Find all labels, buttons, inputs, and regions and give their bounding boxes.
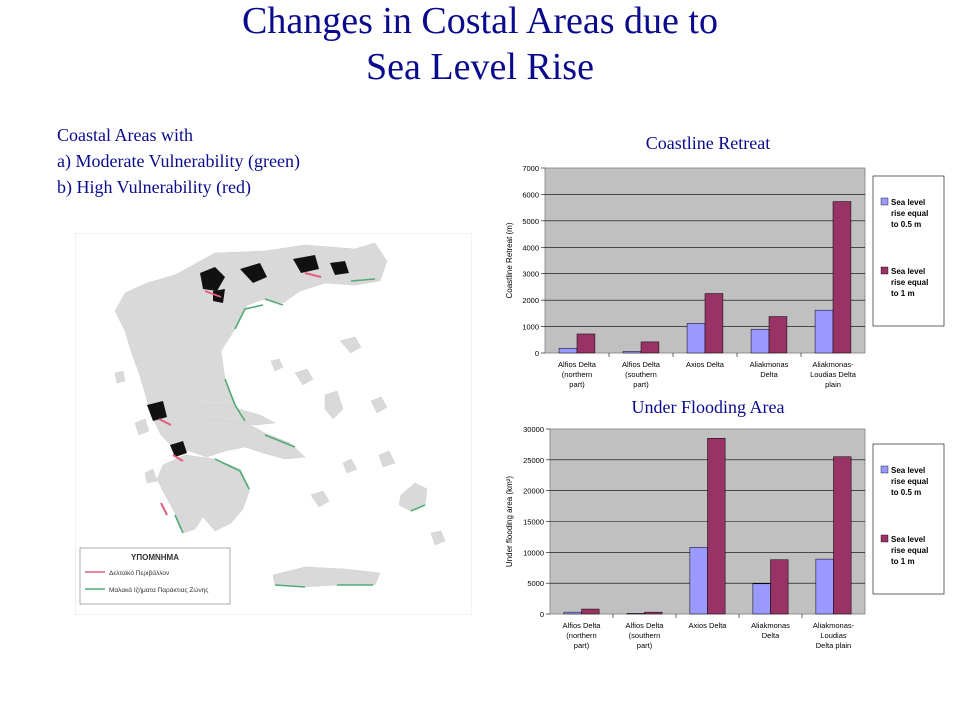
legend-label: rise equal xyxy=(891,209,928,218)
y-tick-label: 30000 xyxy=(523,425,544,434)
x-tick-label: Axios Delta xyxy=(689,621,728,630)
desc-line-3: b) High Vulnerability (red) xyxy=(57,177,252,197)
chart1-title: Coastline Retreat xyxy=(645,133,771,153)
y-tick-label: 25000 xyxy=(523,456,544,465)
legend-swatch xyxy=(880,197,889,206)
legend-label-deltaic: Δελταϊκό Περιβάλλον xyxy=(109,569,169,577)
desc-line-1: Coastal Areas with xyxy=(57,125,193,145)
legend-label: rise equal xyxy=(891,477,928,486)
bar-one-meter xyxy=(576,333,596,354)
bar-one-meter xyxy=(707,438,726,615)
x-tick-label: Aliakmonas- xyxy=(813,621,855,630)
bar-one-meter xyxy=(581,608,600,615)
legend-label: rise equal xyxy=(891,278,928,287)
x-tick-label: part) xyxy=(569,380,585,389)
bar-half-meter xyxy=(563,611,582,615)
bar-one-meter xyxy=(768,316,788,354)
x-tick-label: Alfios Delta xyxy=(558,360,597,369)
x-tick-label: Aliakmonas xyxy=(750,360,789,369)
bar-one-meter xyxy=(704,293,724,354)
bar-half-meter xyxy=(815,558,834,615)
x-tick-label: (northern xyxy=(566,631,596,640)
bar-one-meter xyxy=(644,611,663,615)
x-tick-label: Delta plain xyxy=(816,641,851,650)
y-tick-label: 5000 xyxy=(522,217,539,226)
soft-sediment-coast xyxy=(174,278,426,588)
legend-label: to 0.5 m xyxy=(891,488,921,497)
x-tick-label: part) xyxy=(574,641,590,650)
x-tick-label: part) xyxy=(633,380,649,389)
x-tick-label: part) xyxy=(637,641,653,650)
legend-label: to 1 m xyxy=(891,289,915,298)
x-tick-label: Alfios Delta xyxy=(622,360,661,369)
bar-half-meter xyxy=(814,309,834,354)
legend-swatch xyxy=(880,266,889,275)
desc-line-2: a) Moderate Vulnerability (green) xyxy=(57,151,300,171)
map-legend: ΥΠΟΜΝΗΜΑ Δελταϊκό Περιβάλλον Μαλακά Ιζήμ… xyxy=(79,547,231,605)
x-tick-label: Loudias xyxy=(820,631,847,640)
y-axis-label: Under flooding area (km²) xyxy=(505,476,514,567)
bar-half-meter xyxy=(558,347,578,354)
bar-half-meter xyxy=(752,583,771,615)
under-flooding-area-chart: 0 5000 10000 15000 20000 25000 30000 Alfios Del… xyxy=(505,425,945,650)
x-tick-label: Alfios Delta xyxy=(563,621,602,630)
coastline-retreat-chart: 0 1000 2000 3000 4000 5000 6000 7000 Alfios Delt… xyxy=(505,164,945,389)
vulnerability-description: Coastal Areas with a) Moderate Vulnerabi… xyxy=(57,122,300,200)
x-tick-label: Delta xyxy=(760,370,778,379)
x-tick-label: plain xyxy=(825,380,841,389)
x-tick-label: Aliakmonas- xyxy=(812,360,854,369)
x-tick-label: (southern xyxy=(629,631,661,640)
legend-label: rise equal xyxy=(891,546,928,555)
x-tick-label: Delta xyxy=(762,631,780,640)
x-tick-label: (southern xyxy=(625,370,657,379)
legend-label: Sea level xyxy=(891,466,925,475)
y-tick-label: 0 xyxy=(535,349,539,358)
bar-half-meter xyxy=(622,351,642,354)
bar-half-meter xyxy=(686,323,706,354)
bar-one-meter xyxy=(770,559,789,615)
y-tick-label: 0 xyxy=(540,610,544,619)
bar-half-meter xyxy=(626,613,645,615)
legend-label: Sea level xyxy=(891,535,925,544)
legend-swatch xyxy=(880,534,889,543)
y-axis-label: Coastline Retreat (m) xyxy=(505,222,514,298)
y-tick-label: 3000 xyxy=(522,270,539,279)
x-tick-label: Loudias Delta xyxy=(810,370,857,379)
x-tick-label: (northern xyxy=(562,370,592,379)
y-tick-label: 2000 xyxy=(522,296,539,305)
high-vulnerability-zones xyxy=(147,255,349,457)
legend-label: Sea level xyxy=(891,198,925,207)
y-tick-label: 4000 xyxy=(522,243,539,252)
y-tick-label: 6000 xyxy=(522,190,539,199)
y-tick-label: 5000 xyxy=(527,579,544,588)
x-tick-label: Axios Delta xyxy=(686,360,725,369)
bar-half-meter xyxy=(689,547,708,615)
legend-swatch xyxy=(880,465,889,474)
greece-vulnerability-map: ΥΠΟΜΝΗΜΑ Δελταϊκό Περιβάλλον Μαλακά Ιζήμ… xyxy=(75,233,472,615)
legend-label: to 0.5 m xyxy=(891,220,921,229)
title-line-1: Changes in Costal Areas due to xyxy=(242,0,718,42)
y-tick-label: 20000 xyxy=(523,487,544,496)
y-tick-label: 15000 xyxy=(523,518,544,527)
legend-label: to 1 m xyxy=(891,557,915,566)
bar-one-meter xyxy=(832,201,852,354)
bar-one-meter xyxy=(640,341,660,354)
y-tick-label: 1000 xyxy=(522,323,539,332)
x-tick-label: Alfios Delta xyxy=(626,621,665,630)
y-tick-label: 7000 xyxy=(522,164,539,173)
legend-label: Sea level xyxy=(891,267,925,276)
chart2-title: Under Flooding Area xyxy=(631,397,785,417)
map-legend-title: ΥΠΟΜΝΗΜΑ xyxy=(131,553,179,562)
bar-half-meter xyxy=(750,328,770,354)
x-tick-label: Aliakmonas xyxy=(751,621,790,630)
legend-label-sediment: Μαλακά Ιζήματα Παράκτιας Ζώνης xyxy=(109,586,208,594)
title-line-2: Sea Level Rise xyxy=(366,46,594,88)
bar-one-meter xyxy=(833,456,852,615)
deltaic-environment-coast xyxy=(158,272,322,516)
y-tick-label: 10000 xyxy=(523,548,544,557)
